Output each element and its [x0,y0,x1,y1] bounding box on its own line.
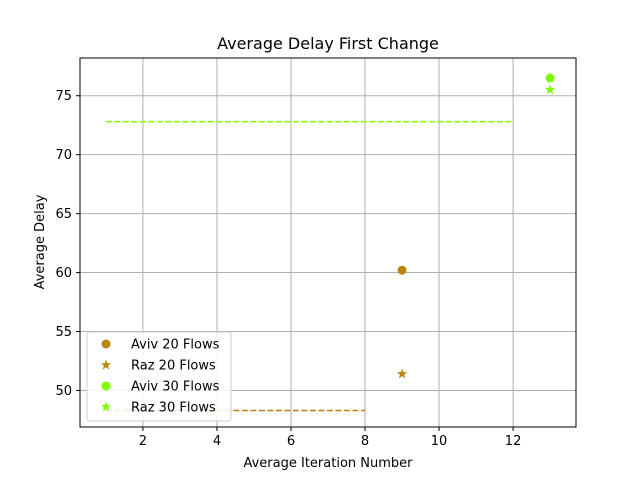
x-tick-label: 12 [505,434,522,449]
data-point [397,265,407,275]
legend-box [86,331,232,422]
y-tick-label: 55 [55,325,72,340]
x-tick-label: 2 [139,434,147,449]
x-tick-label: 10 [431,434,448,449]
y-tick-label: 50 [55,384,72,399]
legend-label: Aviv 20 Flows [131,338,220,353]
plot-frame [79,57,577,428]
x-axis-ticks: 2 4 6 8 10 12 [139,427,522,449]
y-axis-label: Average Delay [33,194,48,289]
data-point [544,84,556,95]
x-tick-label: 6 [287,434,295,449]
y-tick-label: 60 [55,266,72,281]
legend-marker [100,401,112,412]
x-axis-label: Average Iteration Number [243,456,413,471]
legend: Aviv 20 Flows Raz 20 Flows Aviv 30 Flows Ra… [86,331,232,422]
legend-label: Aviv 30 Flows [131,380,220,395]
legend-marker [100,359,112,370]
y-tick-label: 70 [55,148,72,163]
data-points [396,73,556,379]
x-tick-label: 8 [361,434,369,449]
x-tick-label: 4 [213,434,221,449]
chart-title: Average Delay First Change [217,34,439,53]
legend-label: Raz 30 Flows [131,401,216,416]
y-tick-label: 65 [55,207,72,222]
legend-marker [101,381,111,391]
legend-marker [101,339,111,349]
y-tick-label: 75 [55,89,72,104]
data-point [545,73,555,83]
y-axis-ticks: 50 55 60 65 70 75 [55,89,80,399]
legend-label: Raz 20 Flows [131,359,216,374]
data-point [396,368,408,379]
